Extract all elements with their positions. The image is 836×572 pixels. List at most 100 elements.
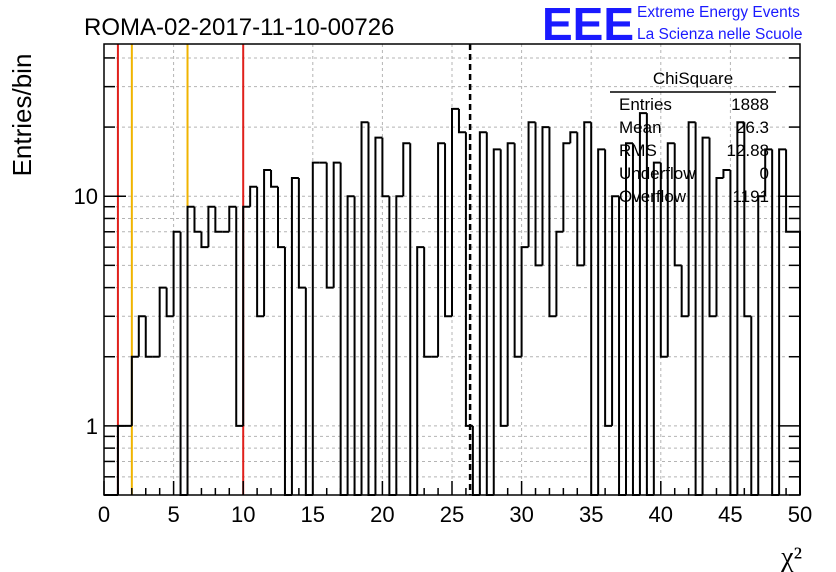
y-tick-label: 10	[74, 184, 98, 209]
histogram-bars	[104, 107, 801, 496]
histogram-bin	[423, 247, 432, 358]
eee-logo: EEE	[542, 0, 634, 50]
histogram-bin	[778, 148, 787, 495]
histogram-bin	[618, 196, 626, 496]
logo-line-1: Extreme Energy Events	[637, 4, 800, 21]
run-title: ROMA-02-2017-11-10-00726	[84, 14, 394, 41]
histogram-bin	[590, 122, 599, 496]
histogram-bin	[304, 287, 313, 496]
histogram-bin	[297, 178, 306, 289]
histogram-bin	[388, 196, 397, 496]
histogram-bin	[395, 195, 404, 495]
histogram-bin	[444, 143, 452, 318]
x-tick-label: 15	[301, 502, 325, 527]
histogram-bin	[722, 169, 731, 179]
histogram-bin	[625, 142, 633, 495]
stats-value: 1888	[731, 95, 769, 114]
logo-line-2: La Scienza nelle Scuole	[637, 26, 802, 43]
histogram-bin	[402, 142, 411, 197]
histogram-bin	[715, 177, 724, 317]
histogram-bin	[652, 161, 661, 495]
x-tick-label: 30	[509, 502, 533, 527]
histogram-bin	[576, 132, 585, 267]
histogram-bin	[242, 205, 251, 426]
histogram-bin	[499, 149, 508, 427]
histogram-bin	[771, 149, 780, 496]
histogram-bin	[193, 206, 202, 233]
x-tick-label: 0	[98, 502, 110, 527]
histogram-bin	[785, 149, 794, 233]
x-tick-label: 45	[718, 502, 742, 527]
histogram-bin	[659, 162, 668, 358]
x-tick-label: 5	[167, 502, 179, 527]
histogram-bin	[638, 112, 647, 495]
histogram-bin	[569, 131, 578, 144]
stats-value: 0	[760, 164, 769, 183]
histogram-bin	[290, 177, 299, 495]
histogram-bin	[165, 287, 174, 318]
histogram-bin	[694, 122, 703, 496]
histogram-bin	[750, 316, 759, 496]
histogram-bin	[137, 315, 146, 357]
histogram-bin	[325, 162, 334, 289]
histogram-bin	[332, 161, 341, 288]
stats-label: Mean	[619, 118, 662, 137]
histogram-bin	[374, 136, 383, 495]
histogram-bin	[764, 148, 773, 197]
histogram-bin	[360, 121, 369, 495]
histogram-bin	[478, 131, 487, 495]
histogram-bin	[339, 162, 348, 496]
histogram-bin	[416, 246, 425, 495]
histogram-bin	[666, 142, 675, 357]
stats-box: ChiSquare Entries 1888 Mean 26.3 RMS 12.…	[610, 69, 776, 206]
histogram-bin	[555, 230, 564, 317]
histogram-bin	[381, 137, 390, 198]
stats-label: RMS	[619, 141, 657, 160]
histogram-bin	[235, 206, 244, 427]
histogram-bin	[367, 122, 376, 496]
histogram-bin	[256, 186, 265, 318]
histogram-bin	[311, 161, 320, 495]
histogram-bin	[583, 121, 592, 266]
histogram-bin	[158, 286, 167, 357]
histogram-bin	[611, 195, 620, 426]
histogram-bin	[437, 142, 446, 357]
y-axis-title: Entries/bin	[7, 54, 37, 177]
histogram-bin	[513, 143, 522, 358]
histogram-bin	[701, 136, 710, 495]
stats-label: Underflow	[619, 164, 696, 183]
histogram-bin	[186, 205, 195, 495]
stats-label: Overflow	[619, 187, 687, 206]
histogram-bin	[228, 205, 237, 232]
histogram-bin	[144, 316, 153, 358]
histogram-bin	[200, 231, 209, 249]
histogram-bin	[277, 186, 285, 249]
x-tick-label: 50	[788, 502, 812, 527]
histogram-bin	[548, 127, 557, 318]
histogram-bin	[179, 231, 188, 496]
histogram-bin	[346, 195, 355, 495]
histogram-bin	[604, 149, 613, 427]
histogram-bin	[534, 122, 543, 267]
histogram-bin	[263, 169, 272, 317]
histogram-bin	[492, 148, 501, 495]
histogram-bin	[597, 148, 606, 495]
histogram-bin	[457, 108, 466, 134]
y-tick-label: 1	[86, 414, 98, 439]
stats-value: 12.88	[726, 141, 769, 160]
histogram-bin	[249, 185, 258, 207]
histogram-bin	[527, 121, 536, 248]
stats-label: Entries	[619, 95, 672, 114]
x-tick-label: 10	[231, 502, 255, 527]
histogram-bin	[506, 142, 515, 426]
stats-value: 26.3	[736, 118, 769, 137]
x-tick-label: 25	[440, 502, 464, 527]
histogram-bin	[687, 121, 696, 317]
histogram-bin	[172, 230, 181, 317]
histogram-bin	[541, 126, 550, 266]
histogram-bin	[757, 195, 766, 495]
histogram-bin	[562, 142, 571, 232]
histogram-bin	[743, 122, 752, 318]
histogram-bin	[451, 107, 459, 317]
